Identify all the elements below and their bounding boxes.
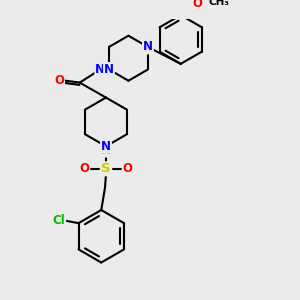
Text: S: S bbox=[101, 162, 111, 175]
Text: N: N bbox=[101, 140, 111, 153]
Text: N: N bbox=[101, 144, 111, 157]
Text: N: N bbox=[95, 63, 105, 76]
Text: O: O bbox=[122, 162, 133, 175]
Text: O: O bbox=[80, 162, 89, 175]
Text: O: O bbox=[54, 74, 64, 87]
Text: O: O bbox=[193, 0, 202, 11]
Text: N: N bbox=[143, 40, 153, 53]
Text: Cl: Cl bbox=[52, 214, 65, 227]
Text: N: N bbox=[104, 63, 114, 76]
Text: CH₃: CH₃ bbox=[209, 0, 230, 7]
